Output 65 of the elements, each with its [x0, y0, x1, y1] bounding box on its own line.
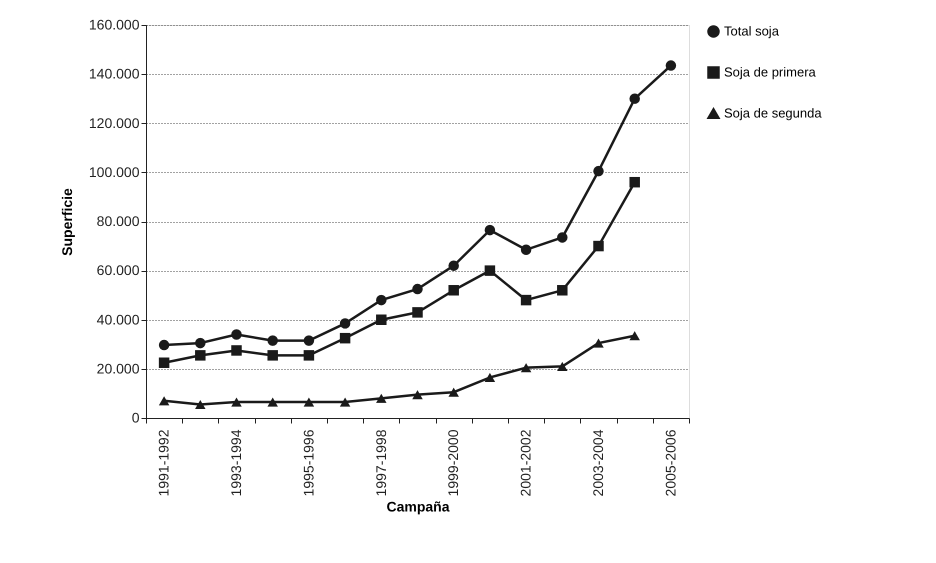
y-tick-label: 100.000 — [88, 164, 140, 180]
point — [195, 338, 206, 348]
y-tick-label: 20.000 — [96, 360, 140, 376]
x-axis-title: Campaña — [386, 498, 450, 514]
y-tick-label: 120.000 — [88, 114, 140, 131]
x-tick-label: 2003-2004 — [590, 429, 606, 496]
y-axis-title: Superficie — [58, 188, 75, 256]
point — [629, 93, 640, 104]
point — [448, 285, 459, 296]
point — [267, 397, 278, 407]
point — [304, 350, 314, 361]
point — [376, 314, 387, 325]
point — [412, 284, 423, 294]
x-tick-label: 1997-1998 — [372, 429, 389, 496]
point — [376, 294, 387, 306]
x-tick-label: 2001-2002 — [518, 429, 534, 496]
point — [520, 294, 532, 306]
point — [195, 400, 206, 410]
point — [231, 345, 242, 356]
point — [412, 307, 423, 318]
point — [158, 396, 170, 406]
point — [304, 335, 314, 346]
legend-label: Soja de segunda — [724, 106, 822, 120]
point — [557, 285, 568, 296]
legend-label: Soja de primera — [724, 64, 817, 80]
x-tick-label: 1991-1992 — [156, 429, 172, 496]
y-tick-label: 60.000 — [96, 262, 140, 278]
x-tick-label: 1995-1996 — [300, 429, 316, 496]
point — [448, 260, 459, 271]
point — [267, 350, 278, 361]
point — [231, 329, 242, 340]
point — [231, 397, 242, 407]
point — [557, 232, 568, 243]
point — [593, 166, 604, 176]
point — [412, 390, 423, 400]
point — [158, 340, 170, 350]
point — [484, 265, 496, 276]
point — [629, 176, 640, 188]
x-tick-label: 2005-2006 — [662, 429, 678, 496]
point — [448, 388, 459, 397]
y-tick-label: 40.000 — [96, 311, 140, 328]
point — [158, 357, 170, 368]
point — [340, 318, 350, 329]
x-tick-label: 1993-1994 — [228, 429, 244, 496]
y-tick-label: 80.000 — [96, 213, 140, 229]
point — [267, 335, 278, 346]
point — [593, 240, 604, 252]
point — [629, 331, 640, 340]
point — [304, 397, 314, 407]
legend-label: Total soja — [724, 24, 780, 38]
point — [484, 224, 496, 236]
y-tick-label: 140.000 — [88, 66, 140, 82]
point — [520, 244, 532, 255]
point — [340, 332, 350, 344]
point — [666, 60, 676, 71]
point — [195, 350, 206, 361]
point — [484, 372, 496, 382]
y-tick-label: 160.000 — [88, 16, 140, 32]
point — [557, 362, 568, 371]
point — [376, 394, 387, 403]
y-tick-label: 0 — [132, 410, 140, 426]
point — [340, 397, 350, 407]
point — [520, 363, 532, 372]
x-tick-label: 1999-2000 — [445, 429, 462, 496]
point — [593, 338, 604, 348]
